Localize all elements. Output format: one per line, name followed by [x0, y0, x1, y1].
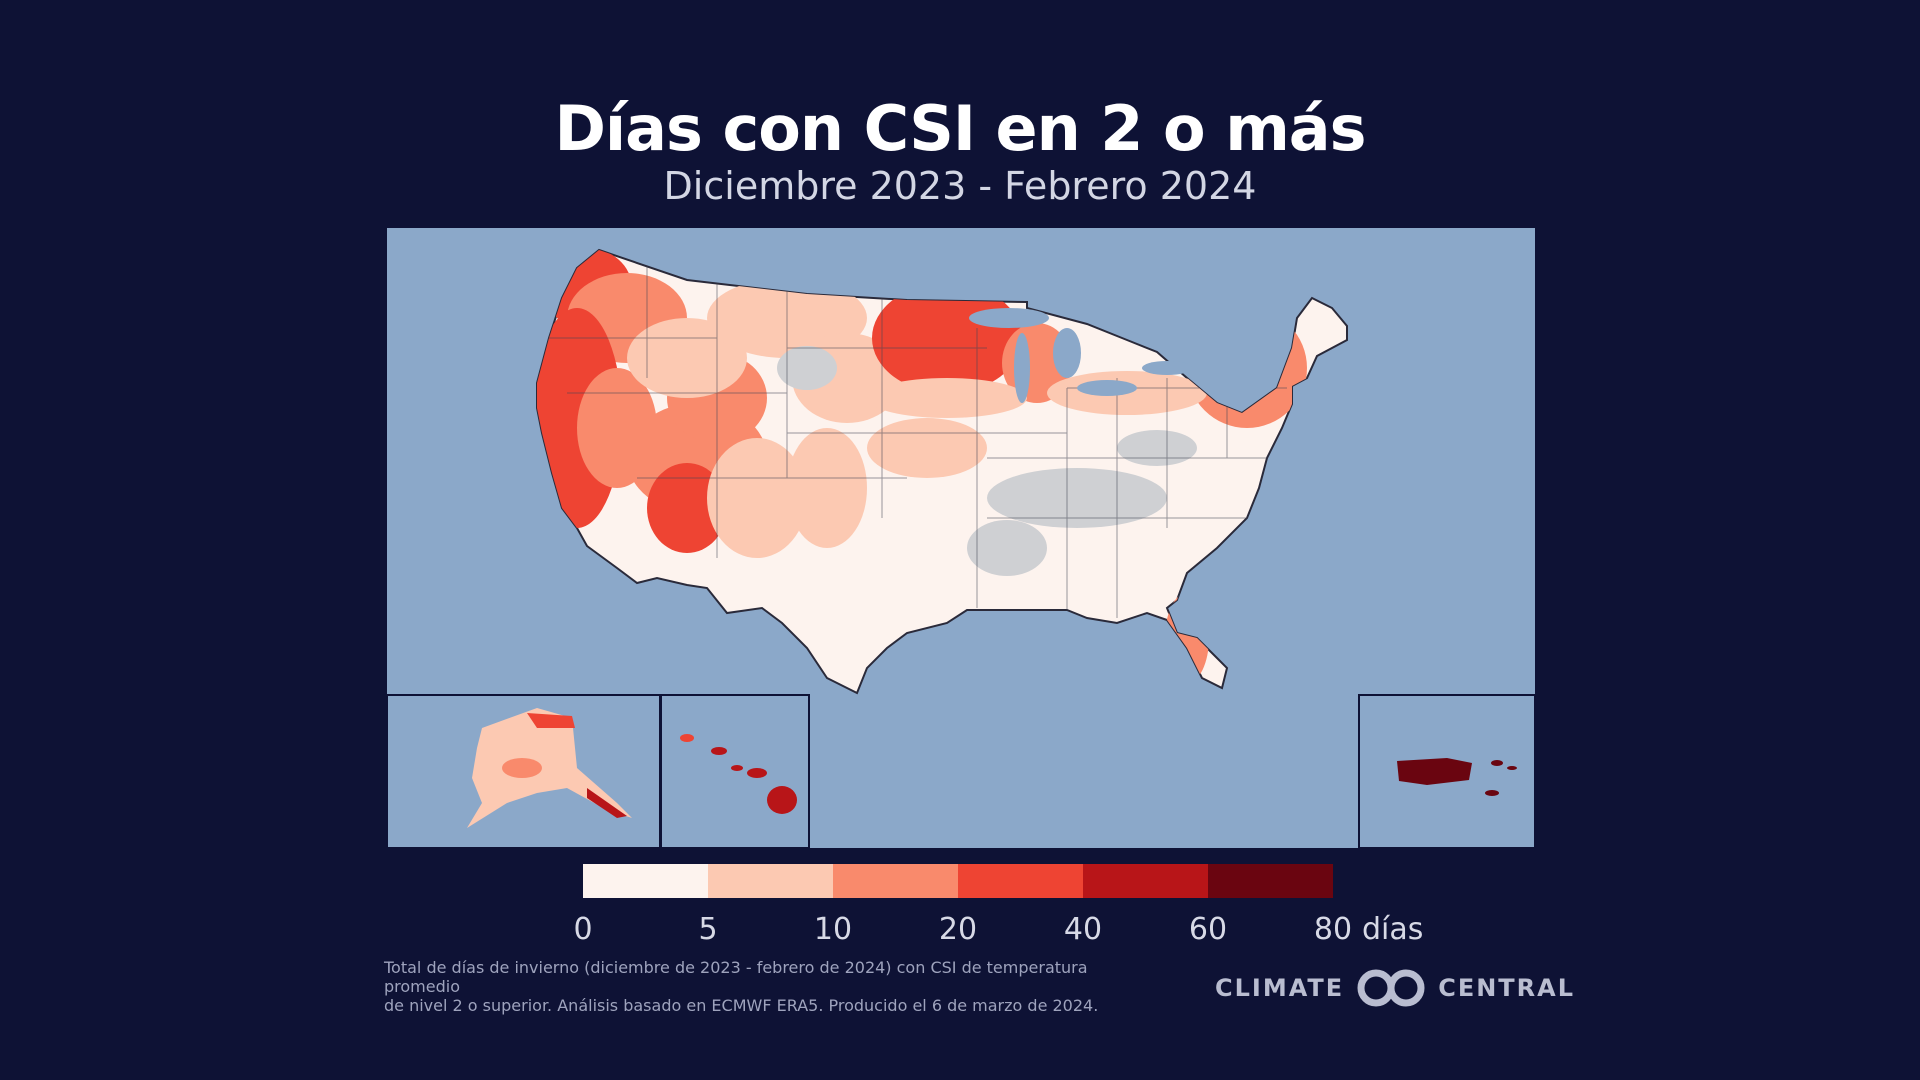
legend-swatch-60-80: [1208, 864, 1333, 898]
legend-tick: 0: [573, 912, 593, 947]
legend-tick: 10: [813, 912, 853, 947]
nodata-gulf: [967, 520, 1047, 576]
logo-rings-icon: [1357, 969, 1425, 1007]
region-northeast: [1187, 308, 1307, 428]
region-arizona: [647, 463, 727, 553]
legend-swatch-10-20: [833, 864, 958, 898]
map-title: Días con CSI en 2 o más: [554, 92, 1366, 165]
puerto-rico-inset: [1358, 694, 1535, 848]
footnote-line-2: de nivel 2 o superior. Análisis basado e…: [384, 996, 1099, 1015]
legend-tick: 5: [698, 912, 718, 947]
footnote-line-1: Total de días de invierno (diciembre de …: [384, 958, 1088, 996]
alaska-inset: [387, 694, 661, 848]
region-west-texas: [787, 428, 867, 548]
footnote: Total de días de invierno (diciembre de …: [384, 958, 1144, 1015]
region-minnesota-wisconsin: [872, 283, 1022, 393]
region-kansas-missouri: [867, 418, 987, 478]
region-florida: [1165, 593, 1209, 683]
legend-swatch-40-60: [1083, 864, 1208, 898]
region-iowa: [867, 378, 1027, 418]
legend-unit: días: [1362, 912, 1424, 947]
logo-text-left: CLIMATE: [1215, 974, 1345, 1002]
legend-tick: 80: [1313, 912, 1353, 947]
nodata-wyoming: [777, 346, 837, 390]
nodata-appalachia: [1117, 430, 1197, 466]
map-subtitle: Diciembre 2023 - Febrero 2024: [663, 164, 1257, 208]
legend-tick: 60: [1188, 912, 1228, 947]
nodata-southeast: [987, 468, 1167, 528]
hawaii-inset: [660, 694, 810, 848]
legend-swatch-0-5: [583, 864, 708, 898]
logo-text-right: CENTRAL: [1438, 974, 1576, 1002]
region-new-mexico: [707, 438, 807, 558]
legend-tick: 40: [1063, 912, 1103, 947]
legend-swatch-5-10: [708, 864, 833, 898]
great-lakes: [969, 308, 1192, 403]
legend-swatch-20-40: [958, 864, 1083, 898]
legend-color-bar: [583, 864, 1333, 898]
legend-tick: 20: [938, 912, 978, 947]
map-panel: [387, 228, 1535, 848]
us-map: [387, 249, 1535, 848]
climate-central-logo: CLIMATE CENTRAL: [1215, 968, 1575, 1008]
